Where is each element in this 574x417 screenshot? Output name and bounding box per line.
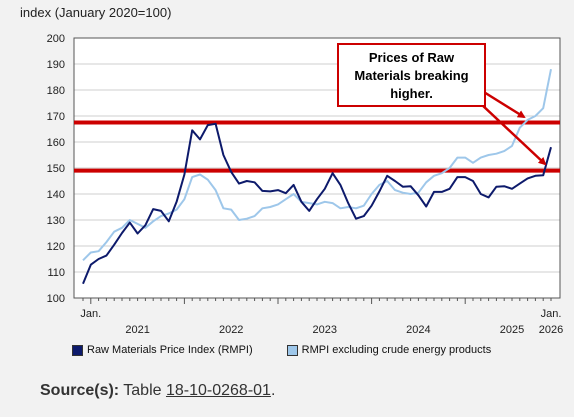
legend-label-rmpi: Raw Materials Price Index (RMPI) bbox=[87, 344, 253, 356]
series-line-1 bbox=[82, 69, 552, 262]
legend-swatch-rmpi bbox=[72, 344, 83, 356]
y-tick-label: 100 bbox=[47, 293, 65, 305]
x-tick-label-last: Jan. bbox=[541, 308, 562, 320]
y-tick-label: 150 bbox=[47, 163, 65, 175]
y-tick-label: 180 bbox=[47, 85, 65, 97]
y-tick-label: 140 bbox=[47, 189, 65, 201]
legend-item-rmpi[interactable]: Raw Materials Price Index (RMPI) bbox=[72, 344, 253, 356]
annotation-callout: Prices of Raw Materials breaking higher. bbox=[337, 43, 486, 107]
source-prefix: Table bbox=[123, 382, 162, 399]
legend-item-rmpi-ex-crude[interactable]: RMPI excluding crude energy products bbox=[286, 344, 492, 356]
x-year-label: 2023 bbox=[313, 324, 337, 336]
annotation-line-1: Prices of Raw bbox=[368, 50, 455, 65]
legend: Raw Materials Price Index (RMPI) RMPI ex… bbox=[72, 344, 525, 356]
x-year-label: 2026 bbox=[539, 324, 563, 336]
reference-lines bbox=[74, 120, 560, 173]
arrow-lower bbox=[480, 103, 547, 166]
x-year-label: 2022 bbox=[219, 324, 243, 336]
y-tick-label: 200 bbox=[47, 33, 65, 45]
series-lines bbox=[82, 69, 552, 285]
y-tick-label: 160 bbox=[47, 137, 65, 149]
x-axis: Jan. Jan. 2021 2022 2023 2024 2025 2026 bbox=[80, 298, 563, 336]
y-tick-label: 170 bbox=[47, 111, 65, 123]
y-tick-label: 130 bbox=[47, 215, 65, 227]
source-note: Source(s): Table 18-10-0268-01. bbox=[40, 382, 275, 400]
source-label: Source(s): bbox=[40, 382, 120, 399]
y-tick-label: 190 bbox=[47, 59, 65, 71]
series-line-0 bbox=[82, 122, 552, 285]
x-year-label: 2024 bbox=[406, 324, 430, 336]
x-year-label: 2021 bbox=[125, 324, 149, 336]
source-table-link[interactable]: 18-10-0268-01 bbox=[165, 382, 271, 399]
legend-label-rmpi-ex-crude: RMPI excluding crude energy products bbox=[301, 344, 492, 356]
annotation-line-2: Materials breaking bbox=[354, 68, 469, 83]
legend-swatch-rmpi-ex-crude bbox=[286, 344, 298, 356]
y-tick-label: 110 bbox=[47, 267, 65, 279]
y-tick-label: 120 bbox=[47, 241, 65, 253]
x-tick-label-first: Jan. bbox=[80, 308, 101, 320]
source-suffix: . bbox=[270, 382, 276, 399]
annotation-line-3: higher. bbox=[390, 86, 433, 101]
y-axis-ticks: 100 110 120 130 140 150 160 170 180 190 200 bbox=[47, 33, 65, 305]
x-year-label: 2025 bbox=[500, 324, 524, 336]
y-axis-unit-label: index (January 2020=100) bbox=[20, 5, 171, 20]
